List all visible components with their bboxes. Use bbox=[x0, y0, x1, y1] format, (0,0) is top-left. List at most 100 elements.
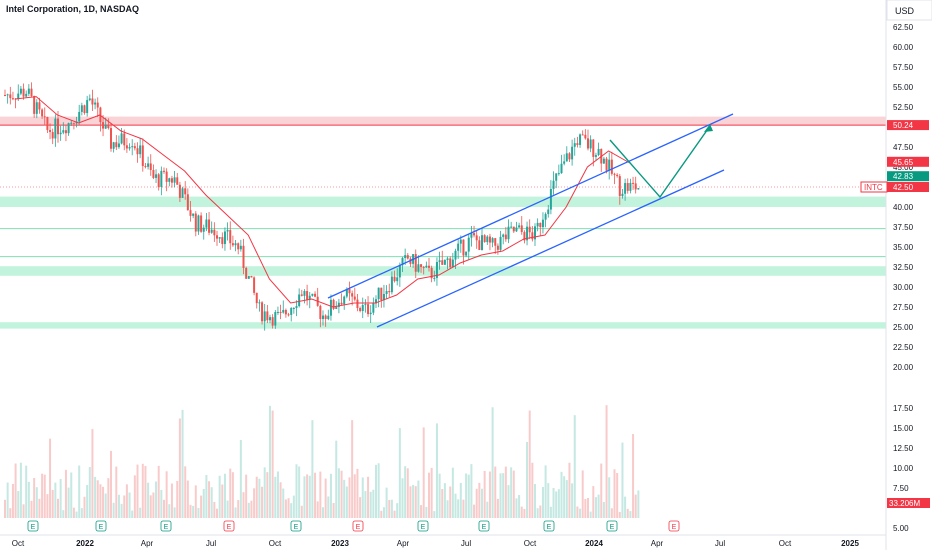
last-price-label-text: 42.50 bbox=[893, 183, 914, 192]
candle-body bbox=[231, 243, 234, 246]
candle-body bbox=[382, 293, 385, 301]
volume-bar bbox=[83, 496, 86, 518]
currency-box[interactable] bbox=[886, 0, 932, 21]
volume-bar bbox=[367, 476, 370, 518]
candle-body bbox=[70, 122, 73, 124]
candle-body bbox=[563, 161, 566, 164]
volume-bar bbox=[435, 423, 438, 518]
volume-label-box bbox=[887, 498, 930, 508]
volume-bar bbox=[72, 507, 75, 518]
candle-body bbox=[571, 146, 574, 160]
candle-body bbox=[88, 98, 91, 101]
channel-upper-line bbox=[327, 113, 734, 299]
y-tick-label: 32.50 bbox=[893, 263, 914, 272]
candle-body bbox=[518, 225, 521, 228]
volume-bar bbox=[4, 499, 6, 518]
volume-bar bbox=[245, 474, 248, 518]
volume-bar bbox=[306, 474, 309, 518]
projection-arrowhead bbox=[704, 124, 713, 132]
x-tick-label: Apr bbox=[141, 539, 154, 548]
candle-body bbox=[510, 226, 513, 228]
volume-bar bbox=[499, 473, 502, 518]
volume-bar bbox=[94, 476, 97, 518]
volume-bar bbox=[359, 497, 362, 518]
volume-bar bbox=[131, 510, 134, 518]
volume-bar bbox=[133, 475, 136, 518]
volume-bar bbox=[9, 508, 12, 518]
candle-body bbox=[276, 311, 279, 313]
candle-body bbox=[83, 105, 86, 114]
candle-body bbox=[494, 238, 497, 246]
volume-bar bbox=[314, 472, 317, 518]
candle-body bbox=[465, 251, 468, 256]
candle-body bbox=[170, 178, 173, 183]
candle-body bbox=[120, 133, 123, 144]
volume-bar bbox=[70, 472, 73, 518]
volume-bar bbox=[144, 465, 147, 518]
resistance-price-label-box bbox=[887, 120, 929, 131]
volume-bar bbox=[155, 481, 158, 518]
x-tick-label: 2025 bbox=[841, 539, 859, 548]
candle-body bbox=[478, 240, 481, 250]
candle-body bbox=[398, 265, 401, 278]
channel-lower-line bbox=[376, 169, 725, 328]
y-tick-label: 37.50 bbox=[893, 223, 914, 232]
volume-bar bbox=[632, 434, 635, 518]
earnings-marker: E bbox=[31, 524, 36, 531]
candle-body bbox=[168, 178, 171, 182]
volume-bar bbox=[618, 511, 621, 518]
candle-body bbox=[282, 309, 285, 313]
volume-bar bbox=[104, 493, 107, 518]
candle-body bbox=[332, 299, 335, 309]
volume-bar bbox=[629, 511, 632, 518]
candle-body bbox=[250, 276, 253, 278]
volume-bar bbox=[210, 487, 213, 518]
volume-bar bbox=[27, 481, 30, 518]
volume-bar bbox=[579, 508, 582, 518]
candle-body bbox=[441, 260, 444, 265]
candle-body bbox=[536, 222, 539, 227]
earnings-marker-box bbox=[606, 520, 618, 532]
volume-bar bbox=[560, 471, 563, 518]
candle-body bbox=[594, 155, 597, 157]
candle-body bbox=[210, 229, 213, 233]
candle-body bbox=[361, 304, 364, 311]
volume-bar bbox=[573, 415, 576, 518]
volume-bar bbox=[494, 466, 497, 518]
volume-bar bbox=[451, 467, 454, 518]
earnings-marker-box bbox=[160, 520, 172, 532]
candle-body bbox=[189, 210, 192, 216]
currency-label[interactable]: USD bbox=[895, 6, 915, 16]
volume-bar bbox=[420, 505, 423, 518]
volume-bar bbox=[271, 410, 274, 518]
candle-body bbox=[348, 288, 351, 294]
candle-body bbox=[528, 226, 531, 233]
volume-bar bbox=[213, 501, 216, 518]
candle-body bbox=[626, 183, 629, 191]
volume-bar bbox=[112, 502, 115, 518]
candle-body bbox=[163, 170, 165, 172]
candle-body bbox=[610, 159, 613, 174]
volume-bar bbox=[125, 484, 128, 518]
candle-body bbox=[117, 143, 120, 148]
volume-bar bbox=[356, 468, 359, 518]
volume-bar bbox=[478, 482, 481, 518]
candle-body bbox=[72, 122, 75, 124]
candle-body bbox=[41, 109, 44, 117]
candle-body bbox=[128, 147, 131, 149]
candle-body bbox=[534, 226, 536, 240]
volume-bar bbox=[300, 505, 303, 518]
candle-body bbox=[597, 148, 600, 156]
candle-body bbox=[59, 132, 62, 135]
candle-body bbox=[290, 308, 293, 315]
candle-body bbox=[449, 258, 452, 268]
candle-body bbox=[314, 293, 317, 297]
candle-body bbox=[555, 173, 558, 181]
earnings-marker: E bbox=[610, 524, 615, 531]
candle-body bbox=[192, 213, 195, 216]
candle-body bbox=[181, 188, 184, 198]
volume-bar bbox=[258, 478, 261, 518]
volume-bar bbox=[78, 465, 81, 518]
